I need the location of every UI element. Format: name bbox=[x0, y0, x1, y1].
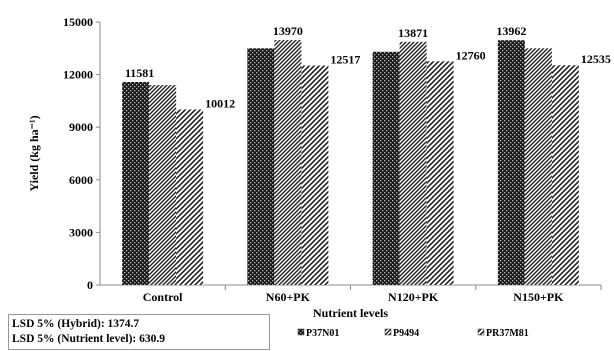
bar-PR37M81-N120+PK bbox=[426, 61, 454, 286]
lsd-box bbox=[8, 314, 270, 350]
y-tick-label: 9000 bbox=[69, 120, 93, 134]
bar-PR37M81-Control bbox=[176, 109, 204, 285]
y-tick-label: 6000 bbox=[69, 173, 93, 187]
data-label: 13970 bbox=[273, 24, 303, 38]
legend-swatch-PR37M81 bbox=[477, 328, 485, 336]
x-tick-label: N150+PK bbox=[513, 290, 564, 304]
y-tick-label: 3000 bbox=[69, 225, 93, 239]
lsd-nutrient-level: LSD 5% (Nutrient level): 630.9 bbox=[12, 333, 165, 345]
bar-P37N01-N150+PK bbox=[497, 40, 525, 285]
x-tick-label: N60+PK bbox=[266, 290, 311, 304]
data-label: 12535 bbox=[581, 52, 611, 66]
x-axis-label: Nutrient levels bbox=[313, 306, 388, 320]
bar-P9494-Control bbox=[149, 85, 177, 286]
data-label: 11581 bbox=[125, 66, 154, 80]
y-axis-label: Yield (kg ha⁻¹) bbox=[27, 115, 41, 191]
y-tick-label: 12000 bbox=[63, 68, 93, 82]
y-tick-label: 0 bbox=[87, 278, 93, 292]
legend-label-P37N01: P37N01 bbox=[306, 328, 339, 339]
data-label: 12517 bbox=[330, 53, 360, 67]
y-tick-label: 15000 bbox=[63, 15, 93, 29]
legend-label-PR37M81: PR37M81 bbox=[486, 328, 529, 339]
bar-P37N01-N60+PK bbox=[247, 48, 275, 285]
bar-P9494-N60+PK bbox=[274, 40, 302, 286]
legend-swatch-P9494 bbox=[384, 328, 392, 336]
data-label: 10012 bbox=[205, 96, 235, 110]
x-tick-label: Control bbox=[143, 290, 183, 304]
bar-P9494-N120+PK bbox=[399, 41, 427, 285]
data-label: 13871 bbox=[398, 26, 428, 40]
x-tick-label: N120+PK bbox=[388, 290, 439, 304]
bar-P37N01-N120+PK bbox=[372, 51, 400, 285]
bar-P37N01-Control bbox=[122, 81, 150, 285]
data-label: 13962 bbox=[496, 24, 526, 38]
legend-swatch-P37N01 bbox=[297, 328, 305, 336]
data-label: 12760 bbox=[456, 48, 486, 62]
bar-PR37M81-N150+PK bbox=[551, 65, 579, 285]
lsd-hybrid: LSD 5% (Hybrid): 1374.7 bbox=[12, 318, 140, 330]
bar-PR37M81-N60+PK bbox=[301, 65, 329, 285]
legend-label-P9494: P9494 bbox=[393, 328, 419, 339]
bar-P9494-N150+PK bbox=[524, 48, 552, 285]
